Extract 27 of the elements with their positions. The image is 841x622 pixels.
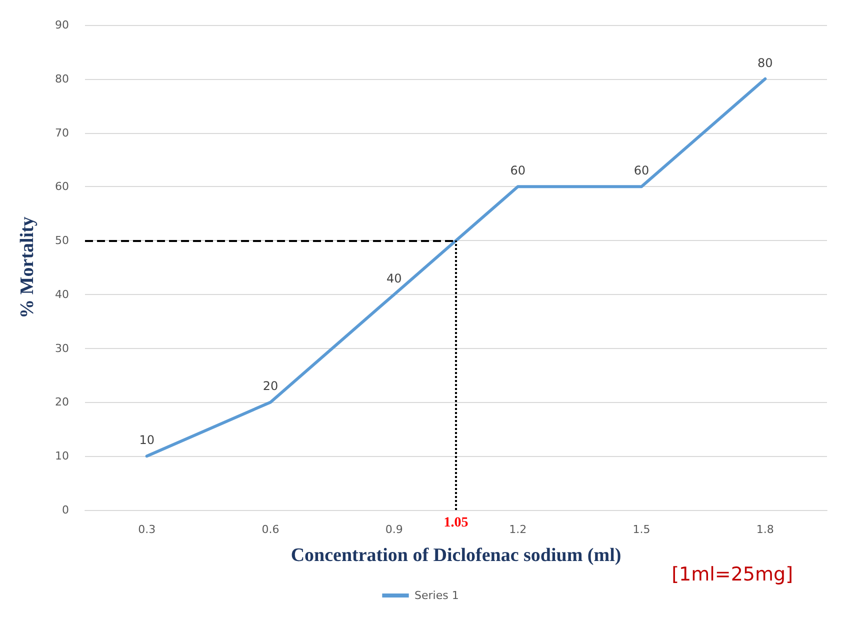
y-axis-title: % Mortality	[17, 216, 38, 318]
data-label: 60	[634, 164, 650, 178]
legend-label: Series 1	[414, 589, 459, 602]
text: [1ml=25mg]	[672, 564, 794, 586]
y-tick-label: 40	[55, 288, 69, 301]
y-tick-label: 20	[55, 396, 69, 409]
y-tick-label: 0	[62, 504, 69, 516]
x-axis-title: Concentration of Diclofenac sodium (ml)	[290, 545, 622, 566]
x-tick-label: 1.5	[632, 523, 650, 536]
y-tick-label: 30	[55, 342, 69, 355]
data-label: 10	[139, 433, 154, 448]
x-tick-label: 0.9	[385, 523, 403, 536]
x-tick-label: 0.6	[262, 523, 280, 536]
y-tick-label: 90	[55, 18, 69, 32]
x-tick-label: 1.2	[509, 523, 527, 536]
data-label: 80	[758, 56, 773, 70]
x-tick-label: 0.3	[138, 523, 156, 536]
data-label: 60	[510, 164, 526, 178]
y-tick-label: 10	[55, 450, 69, 463]
y-tick-label: 60	[55, 180, 69, 194]
y-tick-label: 70	[55, 126, 69, 140]
data-label: 40	[386, 271, 402, 286]
x-tick-label: 1.8	[756, 523, 774, 536]
y-tick-label: 50	[55, 234, 69, 248]
y-tick-label: 80	[55, 72, 69, 86]
data-label: 20	[262, 379, 278, 394]
ref-line-label: 1.05	[444, 516, 468, 530]
